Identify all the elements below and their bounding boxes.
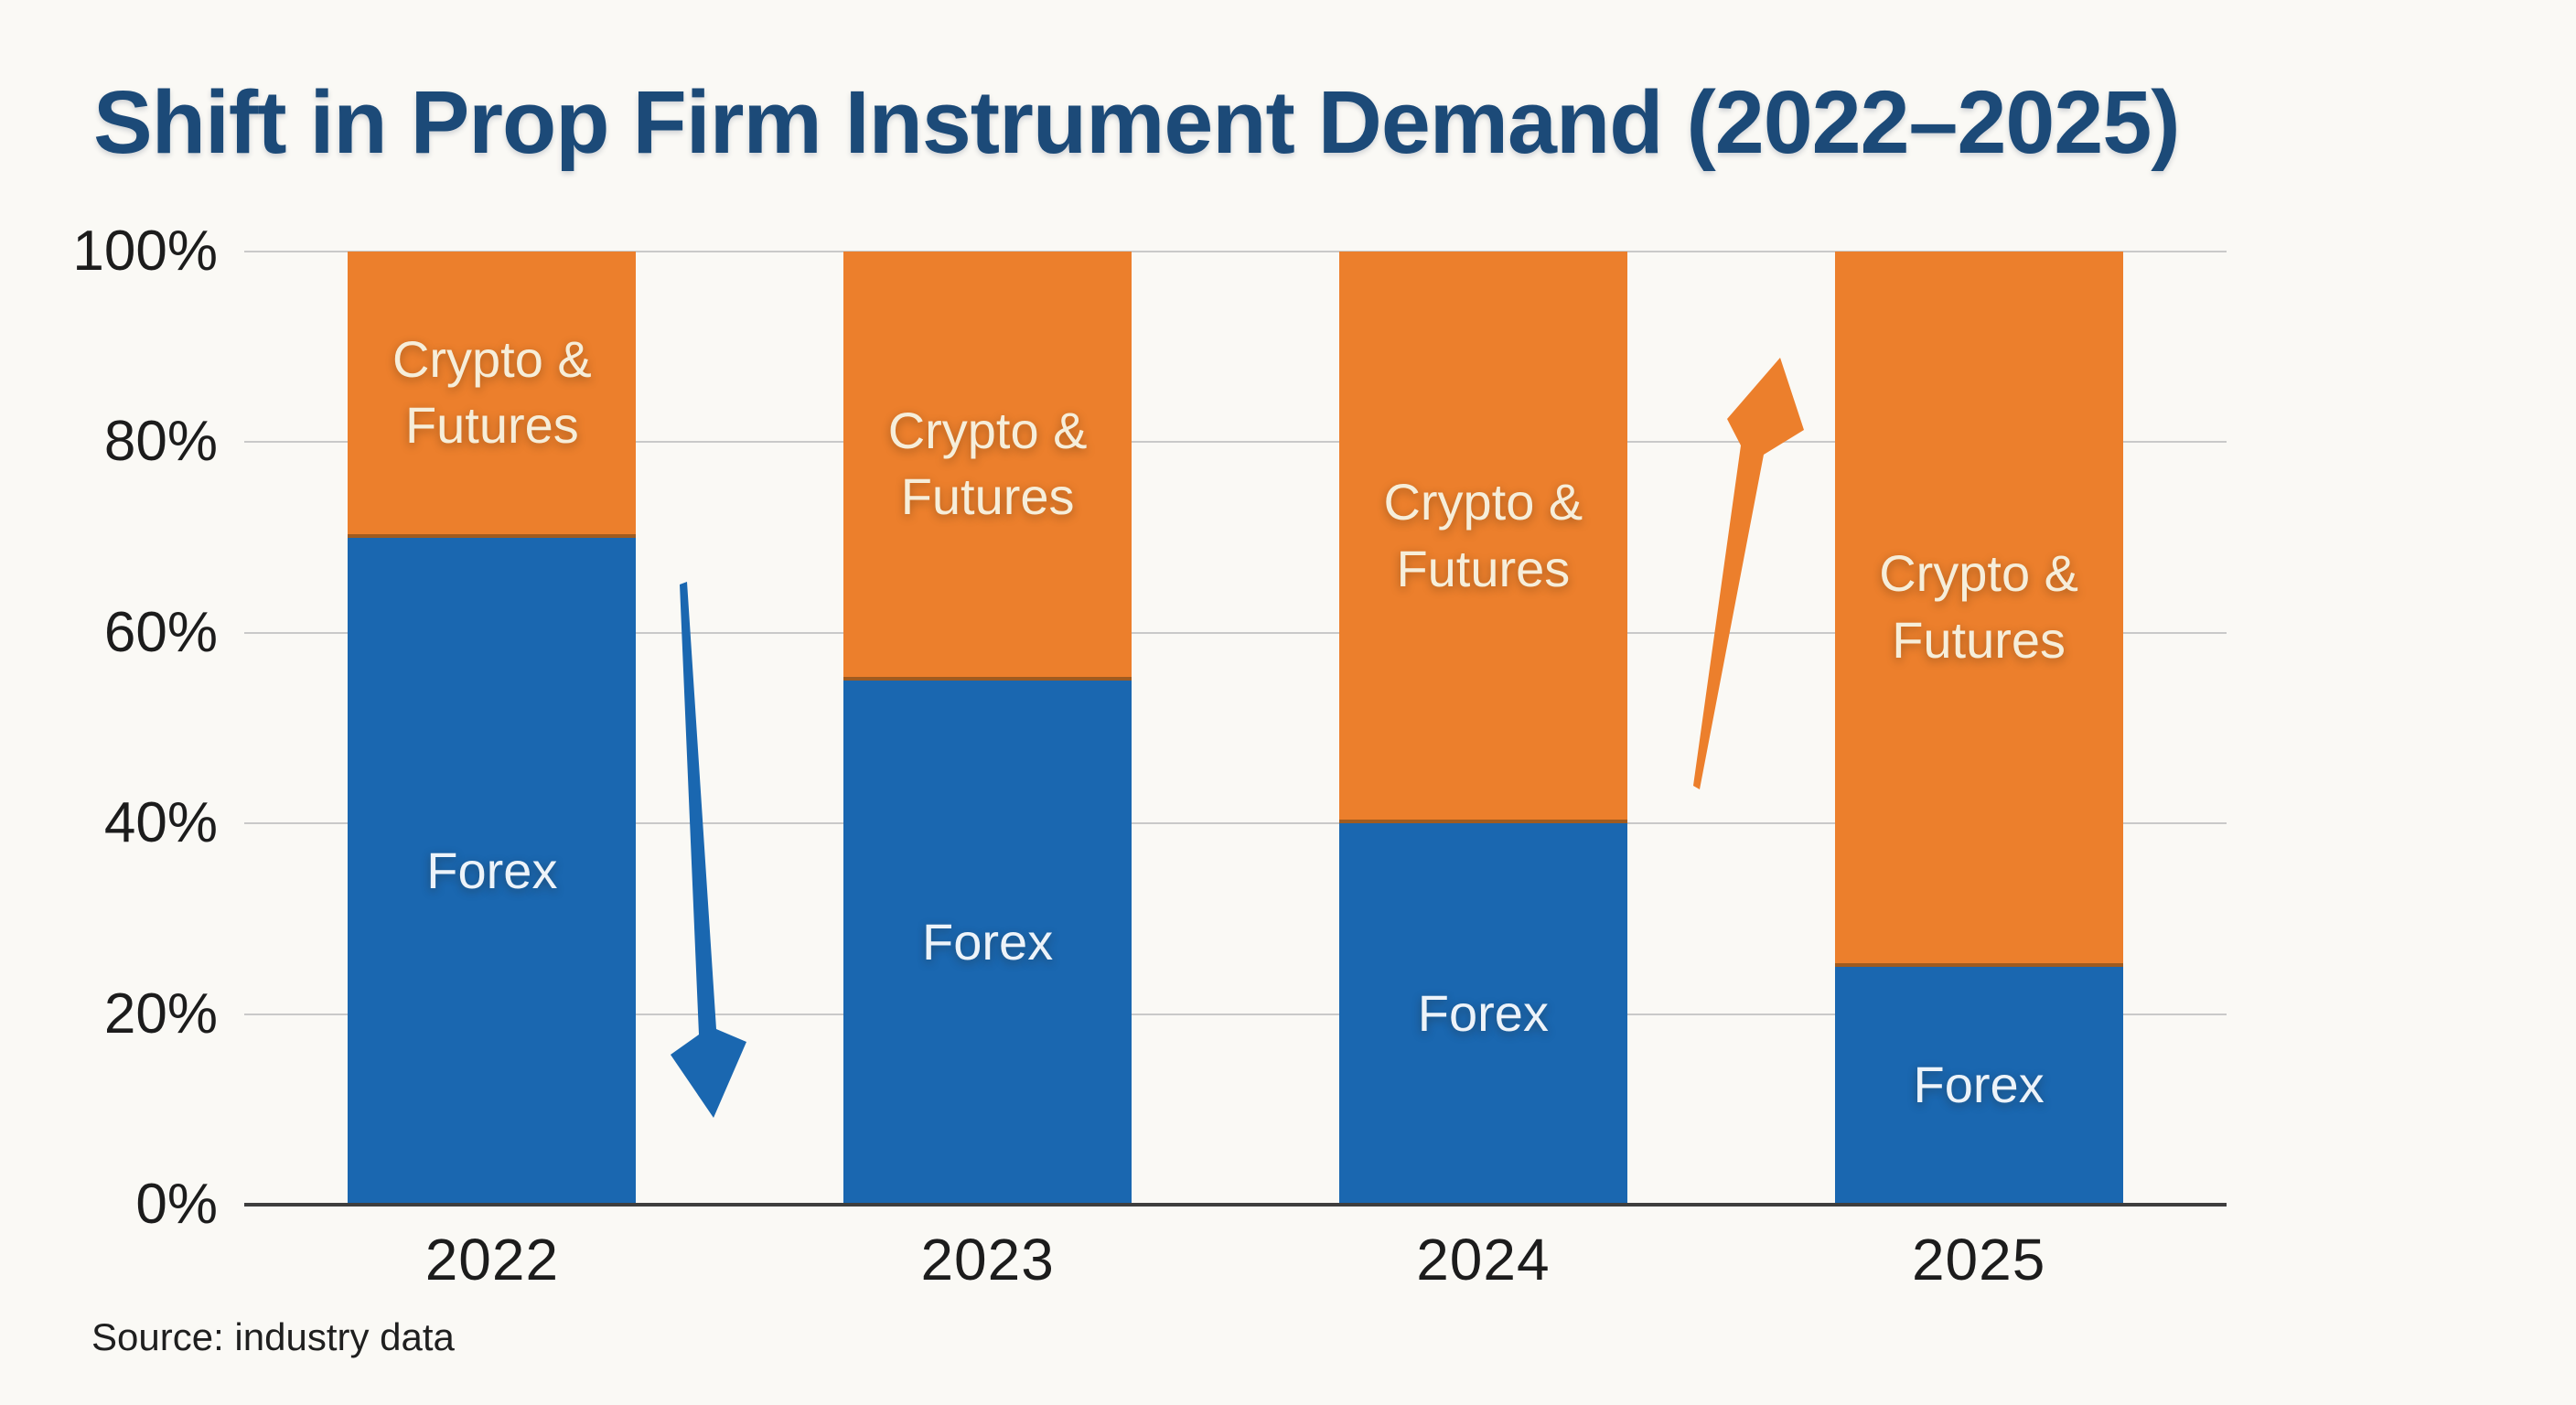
stacked-bar-2024: Crypto & Futures Forex <box>1338 252 1627 1205</box>
bar-2023-forex-segment: Forex <box>843 680 1132 1205</box>
bar-slot-2022: Crypto & Futures Forex <box>244 252 740 1205</box>
bar-slot-2024: Crypto & Futures Forex <box>1236 252 1732 1205</box>
segment-label-forex-2025: Forex <box>1913 1056 2045 1114</box>
segment-label-crypto-2022: Crypto & Futures <box>392 329 592 455</box>
x-axis-labels: 2022 2023 2024 2025 <box>244 1226 2227 1293</box>
segment-label-crypto-2025: Crypto & Futures <box>1879 543 2079 669</box>
bar-slot-2025: Crypto & Futures Forex <box>1731 252 2227 1205</box>
bar-2022-crypto-segment: Crypto & Futures <box>348 252 637 538</box>
gridline-100 <box>244 251 2227 252</box>
source-note: Source: industry data <box>91 1315 455 1358</box>
x-axis-line <box>244 1203 2227 1207</box>
x-tick-2022: 2022 <box>424 1227 560 1292</box>
bar-2022-forex-segment: Forex <box>348 537 637 1205</box>
bar-2024-crypto-segment: Crypto & Futures <box>1338 252 1627 824</box>
y-tick-0: 0% <box>135 1173 218 1236</box>
stacked-bar-2022: Crypto & Futures Forex <box>348 252 637 1205</box>
x-tick-2023: 2023 <box>920 1227 1055 1292</box>
y-tick-20: 20% <box>103 981 218 1046</box>
segment-label-forex-2022: Forex <box>426 841 558 899</box>
y-tick-40: 40% <box>103 791 218 855</box>
gridline-40 <box>244 822 2227 825</box>
segment-label-crypto-2023: Crypto & Futures <box>887 401 1088 526</box>
bar-2025-forex-segment: Forex <box>1834 966 2123 1205</box>
y-axis-labels: 0% 20% 40% 60% 80% 100% <box>0 223 218 1233</box>
bar-slot-2023: Crypto & Futures Forex <box>740 252 1236 1205</box>
y-tick-100: 100% <box>72 220 218 283</box>
bar-2025-crypto-segment: Crypto & Futures <box>1834 252 2123 967</box>
x-tick-2025: 2025 <box>1911 1227 2046 1292</box>
bars: Crypto & Futures Forex Crypto & Futures Forex… <box>244 252 2227 1205</box>
gridline-20 <box>244 1013 2227 1015</box>
stacked-bar-2023: Crypto & Futures Forex <box>843 252 1132 1205</box>
stacked-bar-2025: Crypto & Futures Forex <box>1834 252 2123 1205</box>
chart-title: Shift in Prop Firm Instrument Demand (20… <box>93 72 2181 172</box>
gridline-60 <box>244 631 2227 634</box>
bar-2023-crypto-segment: Crypto & Futures <box>843 252 1132 681</box>
y-tick-80: 80% <box>103 410 218 474</box>
gridline-80 <box>244 441 2227 444</box>
x-tick-2024: 2024 <box>1416 1227 1551 1292</box>
bar-2024-forex-segment: Forex <box>1338 823 1627 1205</box>
y-tick-60: 60% <box>103 600 218 664</box>
segment-label-forex-2023: Forex <box>922 913 1054 971</box>
segment-label-crypto-2024: Crypto & Futures <box>1383 472 1583 597</box>
plot-area: Crypto & Futures Forex Crypto & Futures Forex… <box>244 251 2227 1207</box>
segment-label-forex-2024: Forex <box>1417 984 1549 1043</box>
